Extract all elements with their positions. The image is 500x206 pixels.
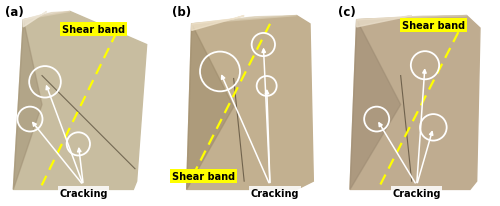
Text: Shear band: Shear band (402, 21, 465, 31)
Polygon shape (350, 21, 401, 190)
Polygon shape (350, 16, 480, 190)
Polygon shape (186, 16, 314, 190)
Polygon shape (356, 16, 412, 28)
Polygon shape (186, 25, 234, 190)
Text: Cracking: Cracking (251, 188, 299, 198)
Polygon shape (356, 16, 467, 21)
Text: Shear band: Shear band (172, 171, 235, 181)
Polygon shape (192, 16, 296, 25)
Polygon shape (24, 12, 70, 21)
Text: (b): (b) (172, 6, 191, 19)
Text: (c): (c) (338, 6, 356, 19)
Text: Cracking: Cracking (392, 188, 441, 198)
Polygon shape (24, 12, 46, 28)
Polygon shape (14, 21, 42, 190)
Text: Shear band: Shear band (62, 25, 125, 35)
Polygon shape (192, 16, 244, 31)
Text: (a): (a) (5, 6, 24, 19)
Text: Cracking: Cracking (59, 188, 108, 198)
Polygon shape (14, 12, 146, 190)
